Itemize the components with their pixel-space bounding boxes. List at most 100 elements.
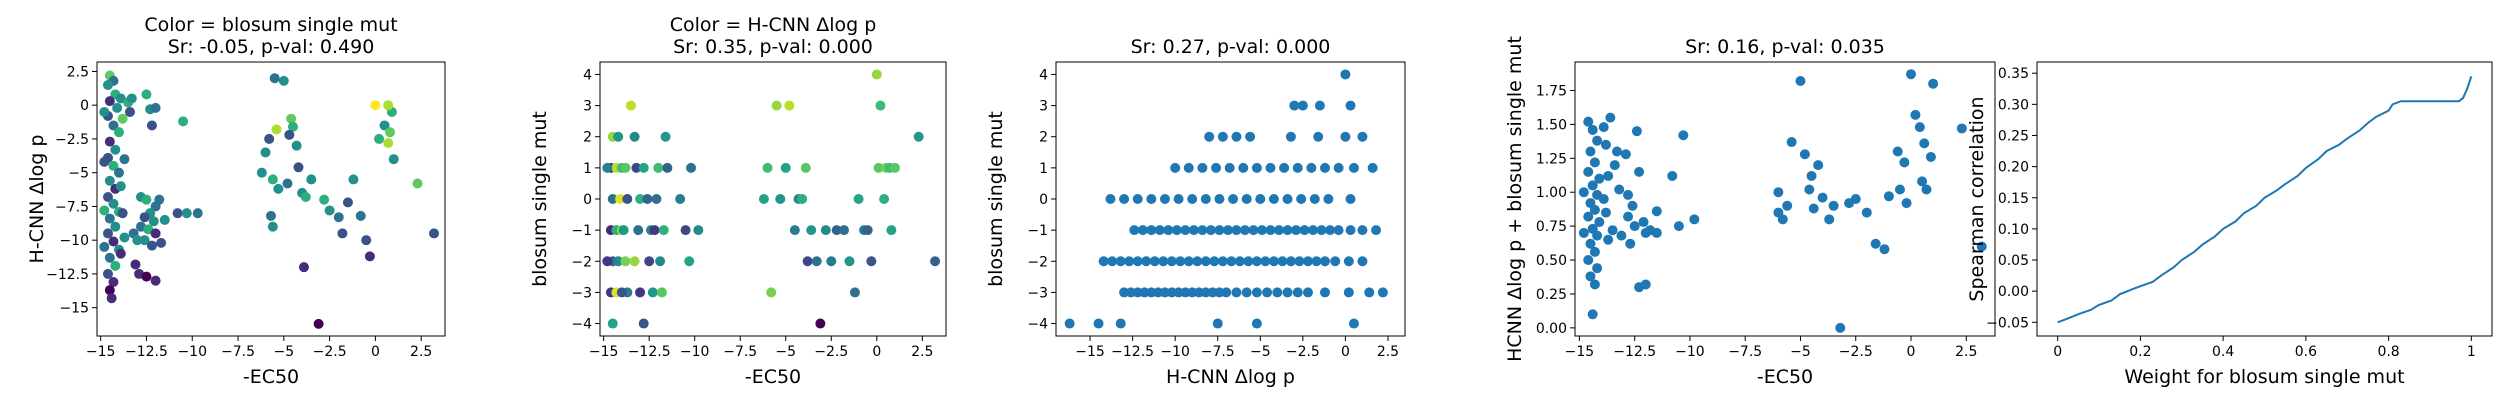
chart-title-line: Color = H-CNN Δlog p (670, 14, 877, 36)
scatter-point (675, 194, 686, 204)
scatter-point (1667, 170, 1678, 181)
scatter-point (361, 235, 372, 246)
scatter-point (1183, 256, 1194, 267)
scatter-point (1585, 271, 1596, 282)
y-tick-label: −10 (59, 233, 89, 249)
y-tick-label: 0 (583, 192, 592, 208)
scatter-point (1598, 194, 1609, 204)
scatter-point (383, 137, 394, 148)
y-tick-label: 0.15 (1998, 191, 2029, 207)
scatter-point (412, 178, 423, 189)
scatter-point (104, 175, 115, 186)
scatter-point (1241, 287, 1252, 298)
scatter-point (181, 208, 192, 219)
scatter-point (119, 154, 130, 165)
scatter-point (1835, 322, 1846, 333)
scatter-point (266, 210, 276, 221)
scatter-point (156, 237, 167, 248)
scatter-point (1268, 256, 1279, 267)
scatter-point (1319, 256, 1330, 267)
scatter-point (99, 156, 110, 167)
scatter-point (1311, 256, 1322, 267)
scatter-point (1804, 184, 1815, 195)
x-tick-label: −12.5 (1111, 344, 1154, 360)
scatter-point (1333, 162, 1344, 173)
scatter-point (811, 256, 822, 267)
y-tick-label: 1.50 (1536, 117, 1567, 133)
x-tick-label: 2.5 (1955, 344, 1977, 360)
y-tick-label: 0.00 (1998, 284, 2029, 300)
scatter-point (1217, 131, 1228, 142)
scatter-point (115, 248, 126, 259)
x-tick-label: −10 (1160, 344, 1190, 360)
scatter-point (108, 236, 119, 247)
scatter-point (1583, 166, 1594, 177)
panel-4: −15 −12.5 −10 −7.5 −5 −2.5 0 2.5 0.00 0.25 0.50 0.7… (1504, 36, 1996, 388)
chart-title-line: Color = blosum single mut (144, 14, 397, 36)
x-tick-label: −15 (1565, 344, 1595, 360)
scatter-point (1631, 126, 1642, 137)
scatter-point (1340, 69, 1351, 80)
scatter-point (644, 256, 655, 267)
scatter-point (806, 225, 817, 236)
scatter-point (1910, 109, 1921, 120)
scatter-point (1333, 225, 1344, 236)
scatter-point (1282, 287, 1293, 298)
scatter-point (1371, 225, 1382, 236)
scatter-point (1589, 157, 1600, 168)
scatter-point (635, 287, 646, 298)
scatter-point (1589, 246, 1600, 257)
scatter-point (287, 121, 298, 132)
scatter-point (1255, 194, 1266, 204)
scatter-point (1239, 225, 1250, 236)
scatter-point (269, 73, 280, 84)
scatter-point (192, 208, 203, 219)
scatter-point (1064, 318, 1075, 329)
y-tick-label: 0.05 (1998, 253, 2029, 269)
scatter-point (686, 162, 697, 173)
scatter-point (1861, 207, 1872, 218)
scatter-point (429, 228, 440, 239)
scatter-point (110, 144, 121, 155)
scatter-point (625, 100, 636, 111)
scatter-point (1137, 225, 1148, 236)
scatter-point (374, 133, 385, 144)
scatter-point (635, 194, 646, 204)
scatter-point (1192, 256, 1203, 267)
scatter-point (319, 194, 330, 205)
scatter-point (1340, 131, 1351, 142)
scatter-point (631, 162, 642, 173)
scatter-point (1603, 170, 1614, 181)
scatter-point (284, 129, 295, 140)
y-tick-label: 0.20 (1998, 160, 2029, 176)
scatter-point (831, 225, 842, 236)
scatter-point (1238, 162, 1249, 173)
panel-3: −15 −12.5 −10 −7.5 −5 −2.5 0 2.5−4−3−2−101234H-… (985, 36, 1406, 388)
scatter-point (1589, 279, 1600, 290)
scatter-point (844, 256, 855, 267)
scatter-point (1587, 309, 1598, 320)
y-tick-label: −2.5 (55, 132, 89, 148)
scatter-point (616, 287, 627, 298)
y-tick-label: 1 (1039, 161, 1048, 177)
scatter-point (615, 194, 626, 204)
scatter-point (839, 225, 850, 236)
scatter-point (1183, 162, 1194, 173)
y-axis-label: HCNN Δlog p + blosum single mut (1504, 36, 1526, 362)
scatter-point (1651, 206, 1662, 217)
scatter-point (1773, 187, 1784, 198)
axes-frame (2036, 61, 2493, 337)
x-tick-label: −2.5 (313, 344, 347, 360)
scatter-point (1166, 256, 1177, 267)
y-axis-label: blosum single mut (985, 111, 1007, 287)
scatter-point (866, 256, 877, 267)
scatter-point (660, 131, 671, 142)
scatter-point (1592, 230, 1603, 241)
scatter-point (1171, 225, 1182, 236)
y-tick-label: 1 (583, 161, 592, 177)
scatter-point (1899, 157, 1910, 168)
y-tick-label: −15 (59, 301, 89, 317)
scatter-point (150, 228, 161, 239)
x-tick-label: −5 (775, 344, 796, 360)
scatter-point (602, 162, 613, 173)
